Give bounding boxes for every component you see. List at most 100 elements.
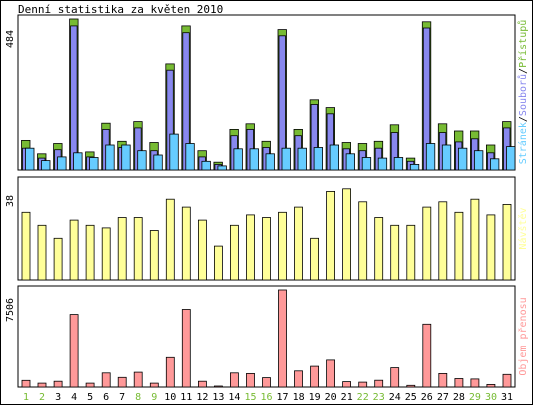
- x-tick-label-21: 21: [341, 392, 353, 403]
- x-tick-label-18: 18: [293, 392, 305, 403]
- legend-item-3: Přístupů: [517, 20, 529, 68]
- bar-panel-2-4: [69, 219, 79, 281]
- x-tick-label-10: 10: [164, 392, 176, 403]
- x-tick-label-11: 11: [180, 392, 192, 403]
- bar-panel-2-16: [262, 217, 271, 281]
- bar-panel-2-5: [85, 224, 95, 281]
- bar-stranek-14: [233, 148, 243, 171]
- bar-panel-3-6: [101, 372, 111, 388]
- bar-panel-2-1: [21, 211, 31, 281]
- bar-panel-3-29: [470, 378, 480, 388]
- chart-title: Denní statistika za květen 2010: [18, 3, 224, 16]
- bar-panel-2-8: [133, 217, 143, 281]
- bar-panel-3-18: [294, 370, 303, 388]
- bar-panel-2-11: [181, 206, 191, 281]
- bar-panel-3-30: [486, 383, 496, 388]
- bar-stranek-25: [409, 163, 420, 171]
- bar-panel-3-3: [53, 380, 63, 388]
- bar-stranek-28: [457, 147, 468, 171]
- bar-panel-3-31: [502, 373, 512, 388]
- x-tick-label-27: 27: [437, 392, 449, 403]
- bar-panel-2-17: [278, 211, 287, 281]
- x-tick-label-30: 30: [485, 392, 497, 403]
- bar-stranek-6: [105, 144, 115, 171]
- bar-panel-3-14: [229, 372, 239, 388]
- bar-panel-3-5: [85, 382, 95, 388]
- bar-panel-2-22: [358, 201, 368, 281]
- x-tick-label-4: 4: [71, 392, 77, 403]
- bar-panel-3-27: [438, 372, 448, 388]
- bar-stranek-9: [153, 154, 163, 171]
- panel-3-frame: [17, 285, 516, 388]
- bar-panel-3-21: [342, 381, 352, 388]
- bar-stranek-2: [41, 160, 51, 171]
- x-tick-label-12: 12: [196, 392, 208, 403]
- x-tick-label-17: 17: [276, 392, 288, 403]
- x-tick-label-25: 25: [405, 392, 417, 403]
- bar-panel-3-20: [326, 359, 336, 388]
- bar-panel-2-31: [502, 203, 512, 281]
- bar-stranek-7: [121, 144, 131, 171]
- bar-panel-3-23: [374, 379, 384, 388]
- x-tick-label-16: 16: [260, 392, 272, 403]
- bar-panel-2-28: [454, 211, 464, 281]
- legend-panel-1: Stránek/Souborů/Přístupů: [517, 20, 529, 165]
- bar-stranek-29: [473, 150, 484, 171]
- bar-stranek-20: [329, 144, 340, 171]
- bar-stranek-30: [489, 158, 500, 171]
- bar-stranek-3: [57, 156, 67, 171]
- bar-panel-2-25: [406, 224, 416, 281]
- x-tick-label-23: 23: [373, 392, 385, 403]
- x-tick-label-24: 24: [389, 392, 401, 403]
- bar-panel-3-17: [278, 289, 287, 388]
- panel-1-ymax-label: 484: [5, 30, 16, 48]
- x-tick-label-8: 8: [135, 392, 141, 403]
- x-tick-label-20: 20: [325, 392, 337, 403]
- bar-panel-3-26: [422, 323, 432, 388]
- x-tick-label-6: 6: [103, 392, 109, 403]
- legend-separator: /: [518, 68, 529, 74]
- bar-stranek-15: [249, 148, 259, 171]
- bar-stranek-1: [25, 147, 35, 171]
- bar-panel-2-15: [246, 214, 255, 281]
- bar-panel-3-22: [358, 381, 368, 388]
- bar-panel-3-25: [406, 384, 416, 388]
- bar-stranek-11: [185, 143, 195, 171]
- bar-panel-2-27: [438, 201, 448, 281]
- x-tick-label-3: 3: [55, 392, 61, 403]
- bar-stranek-24: [393, 157, 404, 171]
- bar-stranek-4: [73, 152, 83, 171]
- bar-stranek-16: [265, 153, 275, 171]
- bar-stranek-18: [297, 147, 307, 171]
- bar-souboru-4: [70, 25, 78, 171]
- bar-stranek-27: [441, 144, 452, 171]
- bar-panel-3-9: [149, 382, 159, 388]
- x-tick-label-26: 26: [421, 392, 433, 403]
- panel-3-ymax-label: 7506: [5, 298, 16, 322]
- x-tick-label-2: 2: [39, 392, 45, 403]
- legend-separator: /: [518, 116, 529, 122]
- x-tick-label-13: 13: [212, 392, 224, 403]
- bar-stranek-12: [201, 160, 211, 171]
- bar-panel-2-29: [470, 198, 480, 281]
- bar-stranek-5: [89, 157, 99, 171]
- legend-item-1: Stránek: [517, 122, 529, 164]
- bar-stranek-31: [506, 146, 516, 171]
- bar-panel-3-28: [454, 378, 464, 388]
- bar-panel-2-12: [197, 219, 207, 281]
- bar-stranek-23: [377, 157, 388, 171]
- x-tick-label-31: 31: [501, 392, 513, 403]
- bar-stranek-22: [361, 157, 372, 171]
- bar-stranek-26: [425, 143, 436, 171]
- x-tick-label-28: 28: [453, 392, 465, 403]
- bar-panel-2-24: [390, 224, 400, 281]
- bar-panel-2-7: [117, 217, 127, 281]
- bar-panel-3-7: [117, 376, 127, 388]
- bar-panel-3-2: [37, 382, 47, 388]
- bar-panel-2-30: [486, 214, 496, 281]
- x-tick-label-19: 19: [309, 392, 321, 403]
- bar-panel-3-13: [213, 385, 223, 388]
- bar-panel-3-24: [390, 367, 400, 388]
- bar-panel-3-11: [181, 309, 191, 388]
